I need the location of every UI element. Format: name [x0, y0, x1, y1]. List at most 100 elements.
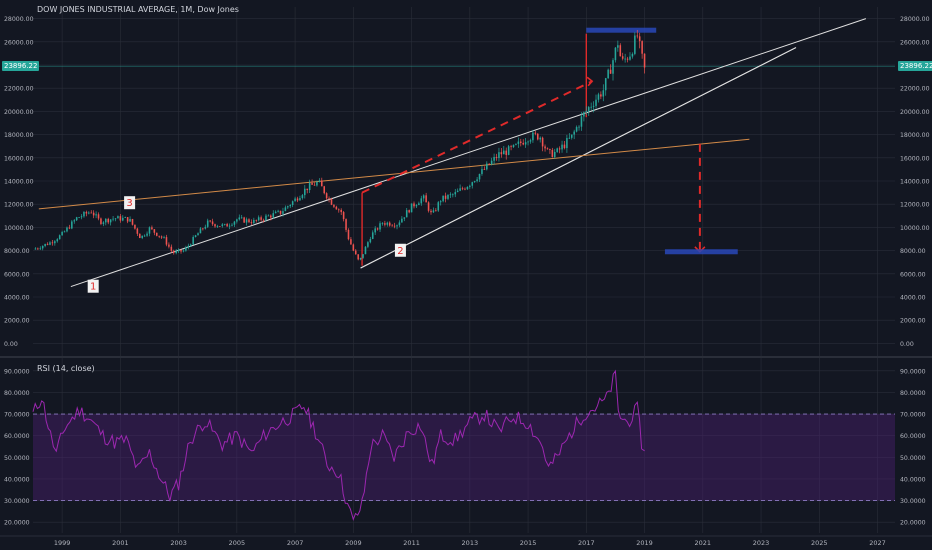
- rsi-series-line: [32, 369, 645, 522]
- candle-body: [435, 210, 437, 212]
- candle-body: [570, 134, 573, 138]
- candle-body: [488, 163, 491, 165]
- candle-body: [211, 221, 214, 225]
- time-tick-label: 1999: [54, 539, 71, 547]
- chart-title: DOW JONES INDUSTRIAL AVERAGE, 1M, Dow Jo…: [37, 5, 239, 14]
- price-tick-label-right: 16000.00: [900, 155, 930, 162]
- candle-body: [114, 218, 117, 220]
- candle-body: [97, 214, 100, 219]
- time-tick-label: 2011: [403, 539, 420, 547]
- candle-body: [500, 152, 503, 155]
- candle-body: [539, 137, 541, 140]
- candle-body: [410, 203, 413, 213]
- candle-body: [328, 198, 330, 200]
- candle-body: [231, 224, 233, 226]
- candle-body: [109, 219, 112, 223]
- candle-body: [447, 194, 449, 199]
- candle-body: [330, 198, 333, 205]
- candle-body: [449, 194, 452, 196]
- wave-label-text: 3: [126, 198, 132, 209]
- candle-body: [289, 205, 292, 207]
- candle-body: [71, 221, 73, 229]
- wave-label-text: 1: [90, 282, 96, 293]
- candle-body: [151, 227, 153, 230]
- candle-body: [221, 224, 224, 227]
- candle-body: [304, 188, 306, 196]
- price-tick-label-left: 2000.00: [4, 318, 30, 325]
- candle-body: [279, 210, 282, 214]
- price-tick-label-right: 18000.00: [900, 132, 930, 139]
- candle-body: [90, 212, 93, 214]
- candle-body: [245, 219, 248, 223]
- candle-body: [209, 220, 211, 222]
- candle-body: [39, 248, 42, 250]
- rsi-tick-label-left: 40.0000: [4, 476, 30, 483]
- candle-body: [544, 146, 546, 149]
- rsi-tick-label-right: 80.0000: [900, 390, 926, 397]
- price-tick-label-right: 8000.00: [900, 248, 926, 255]
- candle-body: [284, 207, 287, 212]
- price-tick-label-left: 8000.00: [4, 248, 30, 255]
- price-tick-label-right: 20000.00: [900, 109, 930, 116]
- candle-body: [233, 221, 236, 225]
- candle-body: [641, 41, 643, 54]
- candle-body: [629, 56, 631, 60]
- candle-body: [342, 212, 345, 220]
- candle-body: [607, 69, 609, 79]
- rsi-tick-label-left: 60.0000: [4, 433, 30, 440]
- price-tick-label-right: 2000.00: [900, 318, 926, 325]
- candle-body: [609, 69, 612, 74]
- rsi-tick-label-left: 20.0000: [4, 520, 30, 527]
- candle-body: [180, 249, 182, 252]
- time-tick-label: 2023: [753, 539, 770, 547]
- candle-body: [483, 169, 486, 170]
- candle-body: [517, 141, 520, 144]
- time-tick-label: 2015: [520, 539, 537, 547]
- arrowhead-up: [586, 76, 594, 87]
- candle-body: [524, 142, 527, 145]
- time-tick-label: 2007: [287, 539, 304, 547]
- price-tick-label-left: 6000.00: [4, 271, 30, 278]
- candle-body: [226, 224, 228, 227]
- candle-body: [257, 217, 260, 221]
- price-tick-label-right: 10000.00: [900, 225, 930, 232]
- candle-body: [92, 212, 95, 216]
- candle-body: [238, 217, 241, 220]
- candle-body: [369, 238, 372, 243]
- price-tick-label-right: 4000.00: [900, 295, 926, 302]
- candle-body: [199, 228, 202, 234]
- candle-body: [313, 184, 316, 186]
- candle-body: [129, 219, 131, 222]
- candle-body: [561, 144, 563, 150]
- rsi-tick-label-right: 70.0000: [900, 412, 926, 419]
- candle-body: [398, 222, 401, 226]
- price-tick-label-left: 20000.00: [4, 109, 34, 116]
- candle-body: [614, 47, 617, 61]
- rsi-tick-label-right: 30.0000: [900, 498, 926, 505]
- candle-body: [185, 247, 187, 251]
- candle-body: [634, 35, 636, 54]
- candle-body: [379, 223, 381, 230]
- candle-body: [37, 248, 39, 250]
- candle-body: [272, 213, 275, 218]
- candle-body: [422, 195, 425, 199]
- candle-body: [216, 226, 219, 227]
- candle-body: [248, 219, 250, 223]
- candle-body: [510, 146, 512, 148]
- candle-body: [182, 250, 185, 252]
- candle-body: [587, 107, 590, 111]
- candle-body: [335, 206, 338, 210]
- candle-body: [146, 233, 148, 236]
- candle-body: [466, 186, 469, 190]
- candle-body: [527, 141, 529, 143]
- candle-body: [493, 156, 495, 161]
- candle-body: [158, 235, 160, 237]
- target-bar: [586, 27, 657, 33]
- wave-label-text: 2: [397, 246, 403, 257]
- candle-body: [503, 150, 505, 155]
- candle-body: [534, 132, 537, 134]
- candle-body: [522, 142, 525, 145]
- candle-body: [612, 60, 614, 74]
- candle-body: [194, 235, 197, 237]
